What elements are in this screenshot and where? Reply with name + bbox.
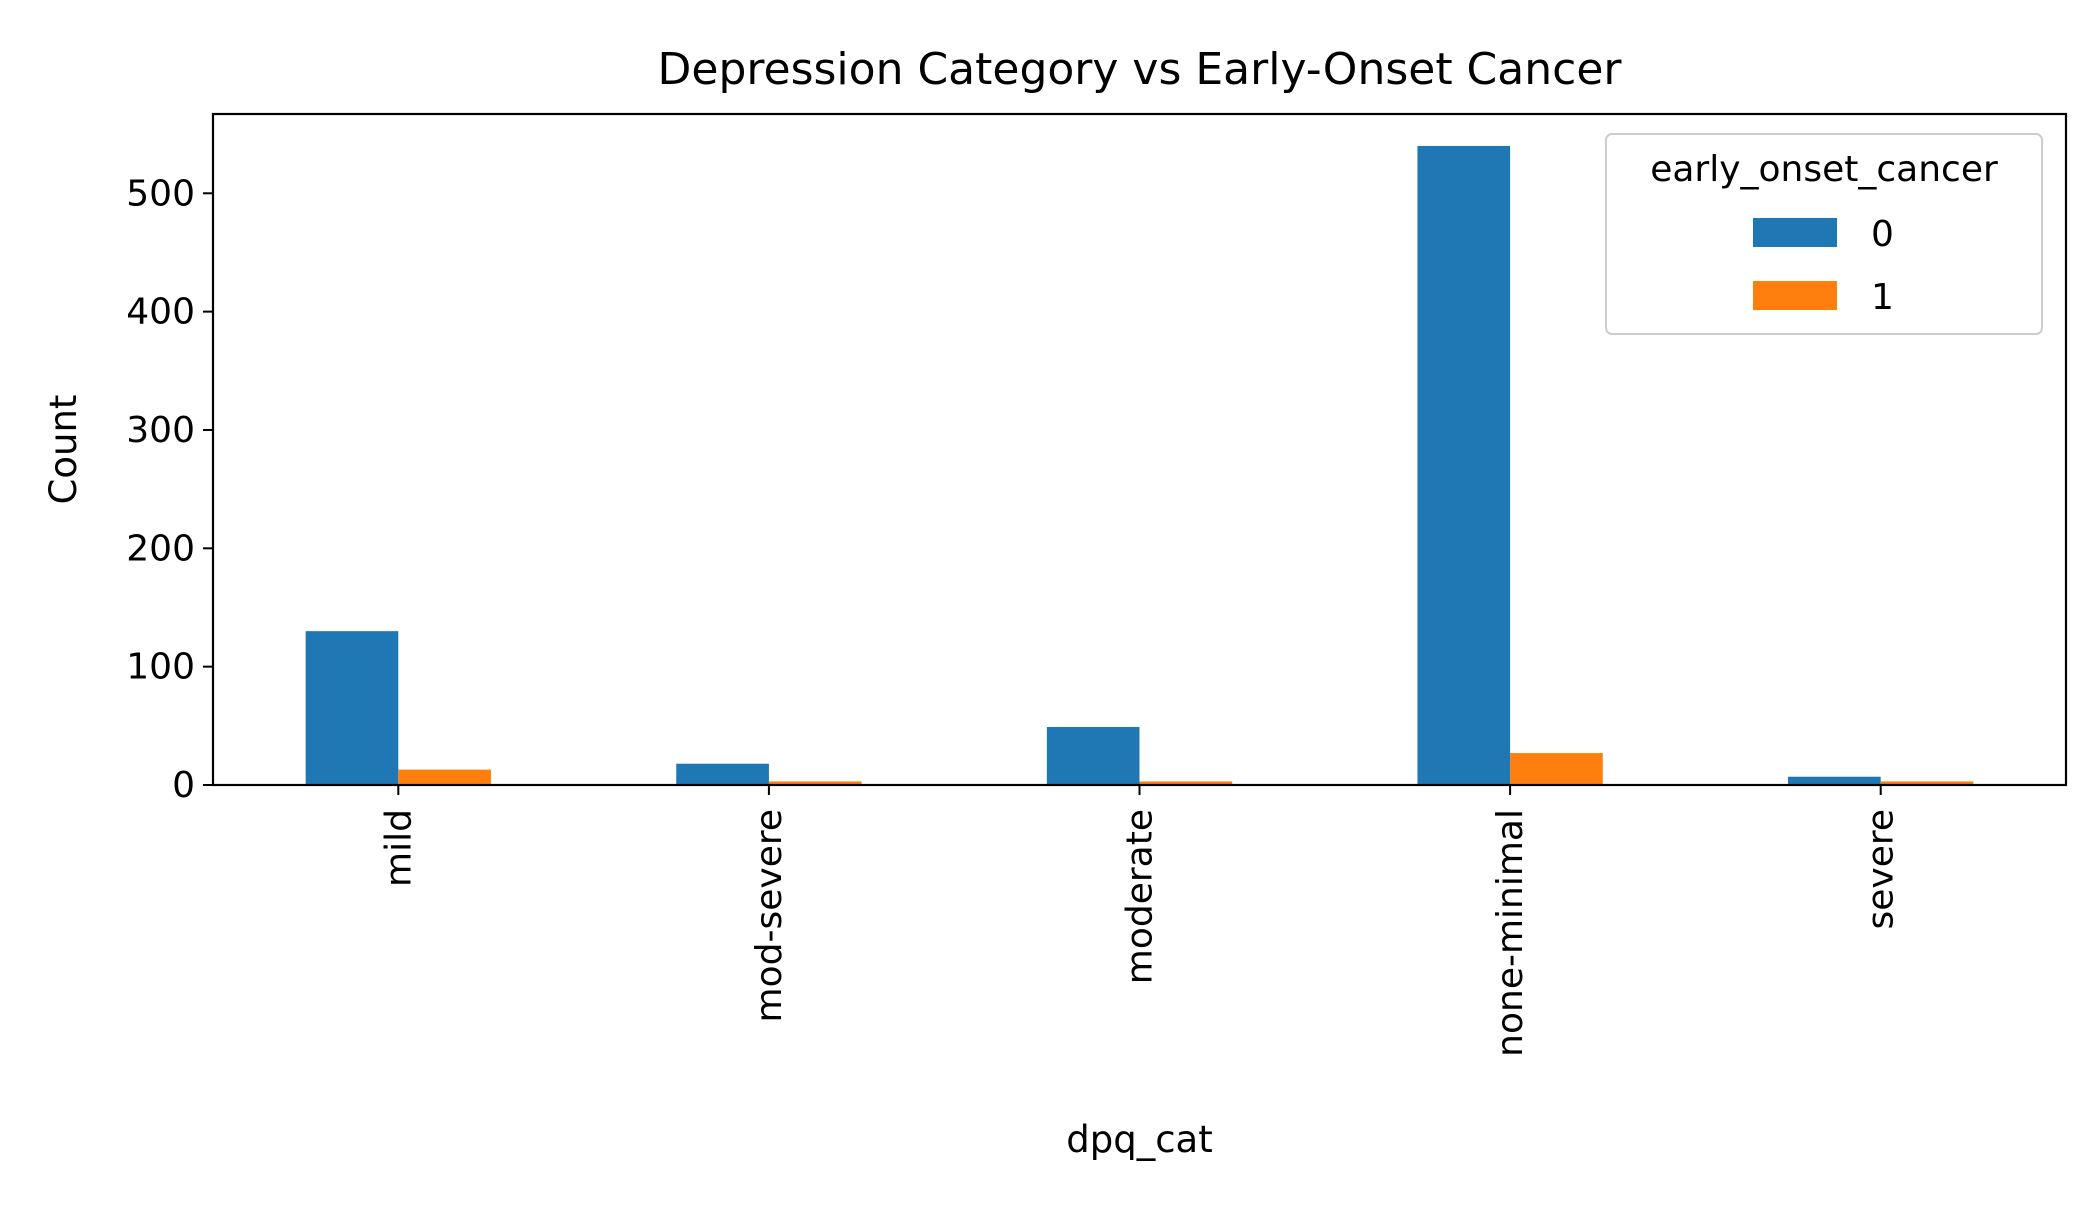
x-tick-label-none-minimal: none-minimal bbox=[1490, 809, 1531, 1057]
y-tick-label-0: 0 bbox=[172, 765, 195, 806]
x-axis-title: dpq_cat bbox=[1066, 1118, 1212, 1161]
bar-severe-series-0 bbox=[1788, 776, 1881, 785]
plot-area: 0 100 200 300 400 500 mild mod-severe moderate no… bbox=[126, 112, 2068, 1057]
bar-mod-severe-series-1 bbox=[768, 781, 862, 785]
legend: early_onset_cancer 0 1 bbox=[1605, 133, 2043, 335]
x-tick-label-mod-severe: mod-severe bbox=[749, 809, 790, 1022]
legend-swatch-series-1 bbox=[1753, 281, 1837, 310]
y-tick-label-400: 400 bbox=[126, 292, 195, 333]
legend-label-series-1: 1 bbox=[1871, 277, 1894, 318]
x-tick-label-severe: severe bbox=[1861, 809, 1902, 930]
bar-moderate-series-0 bbox=[1046, 727, 1140, 785]
y-tick-label-500: 500 bbox=[126, 173, 195, 214]
bar-none-minimal-series-0 bbox=[1417, 145, 1511, 785]
y-axis-title: Count bbox=[42, 395, 85, 505]
x-tick-label-moderate: moderate bbox=[1120, 809, 1161, 984]
bar-mod-severe-series-0 bbox=[676, 763, 769, 785]
legend-swatch-series-0 bbox=[1753, 218, 1837, 247]
chart-title: Depression Category vs Early-Onset Cance… bbox=[658, 44, 1623, 95]
legend-title: early_onset_cancer bbox=[1650, 149, 1998, 190]
bar-severe-series-1 bbox=[1880, 781, 1974, 785]
y-tick-label-300: 300 bbox=[126, 410, 195, 451]
bar-mild-series-1 bbox=[398, 769, 491, 785]
bar-mild-series-0 bbox=[305, 631, 399, 785]
bar-moderate-series-1 bbox=[1139, 781, 1233, 785]
bar-none-minimal-series-1 bbox=[1510, 753, 1603, 785]
x-tick-label-mild: mild bbox=[378, 809, 419, 887]
legend-label-series-0: 0 bbox=[1871, 214, 1894, 255]
y-tick-label-200: 200 bbox=[126, 528, 195, 569]
y-tick-label-100: 100 bbox=[126, 647, 195, 688]
